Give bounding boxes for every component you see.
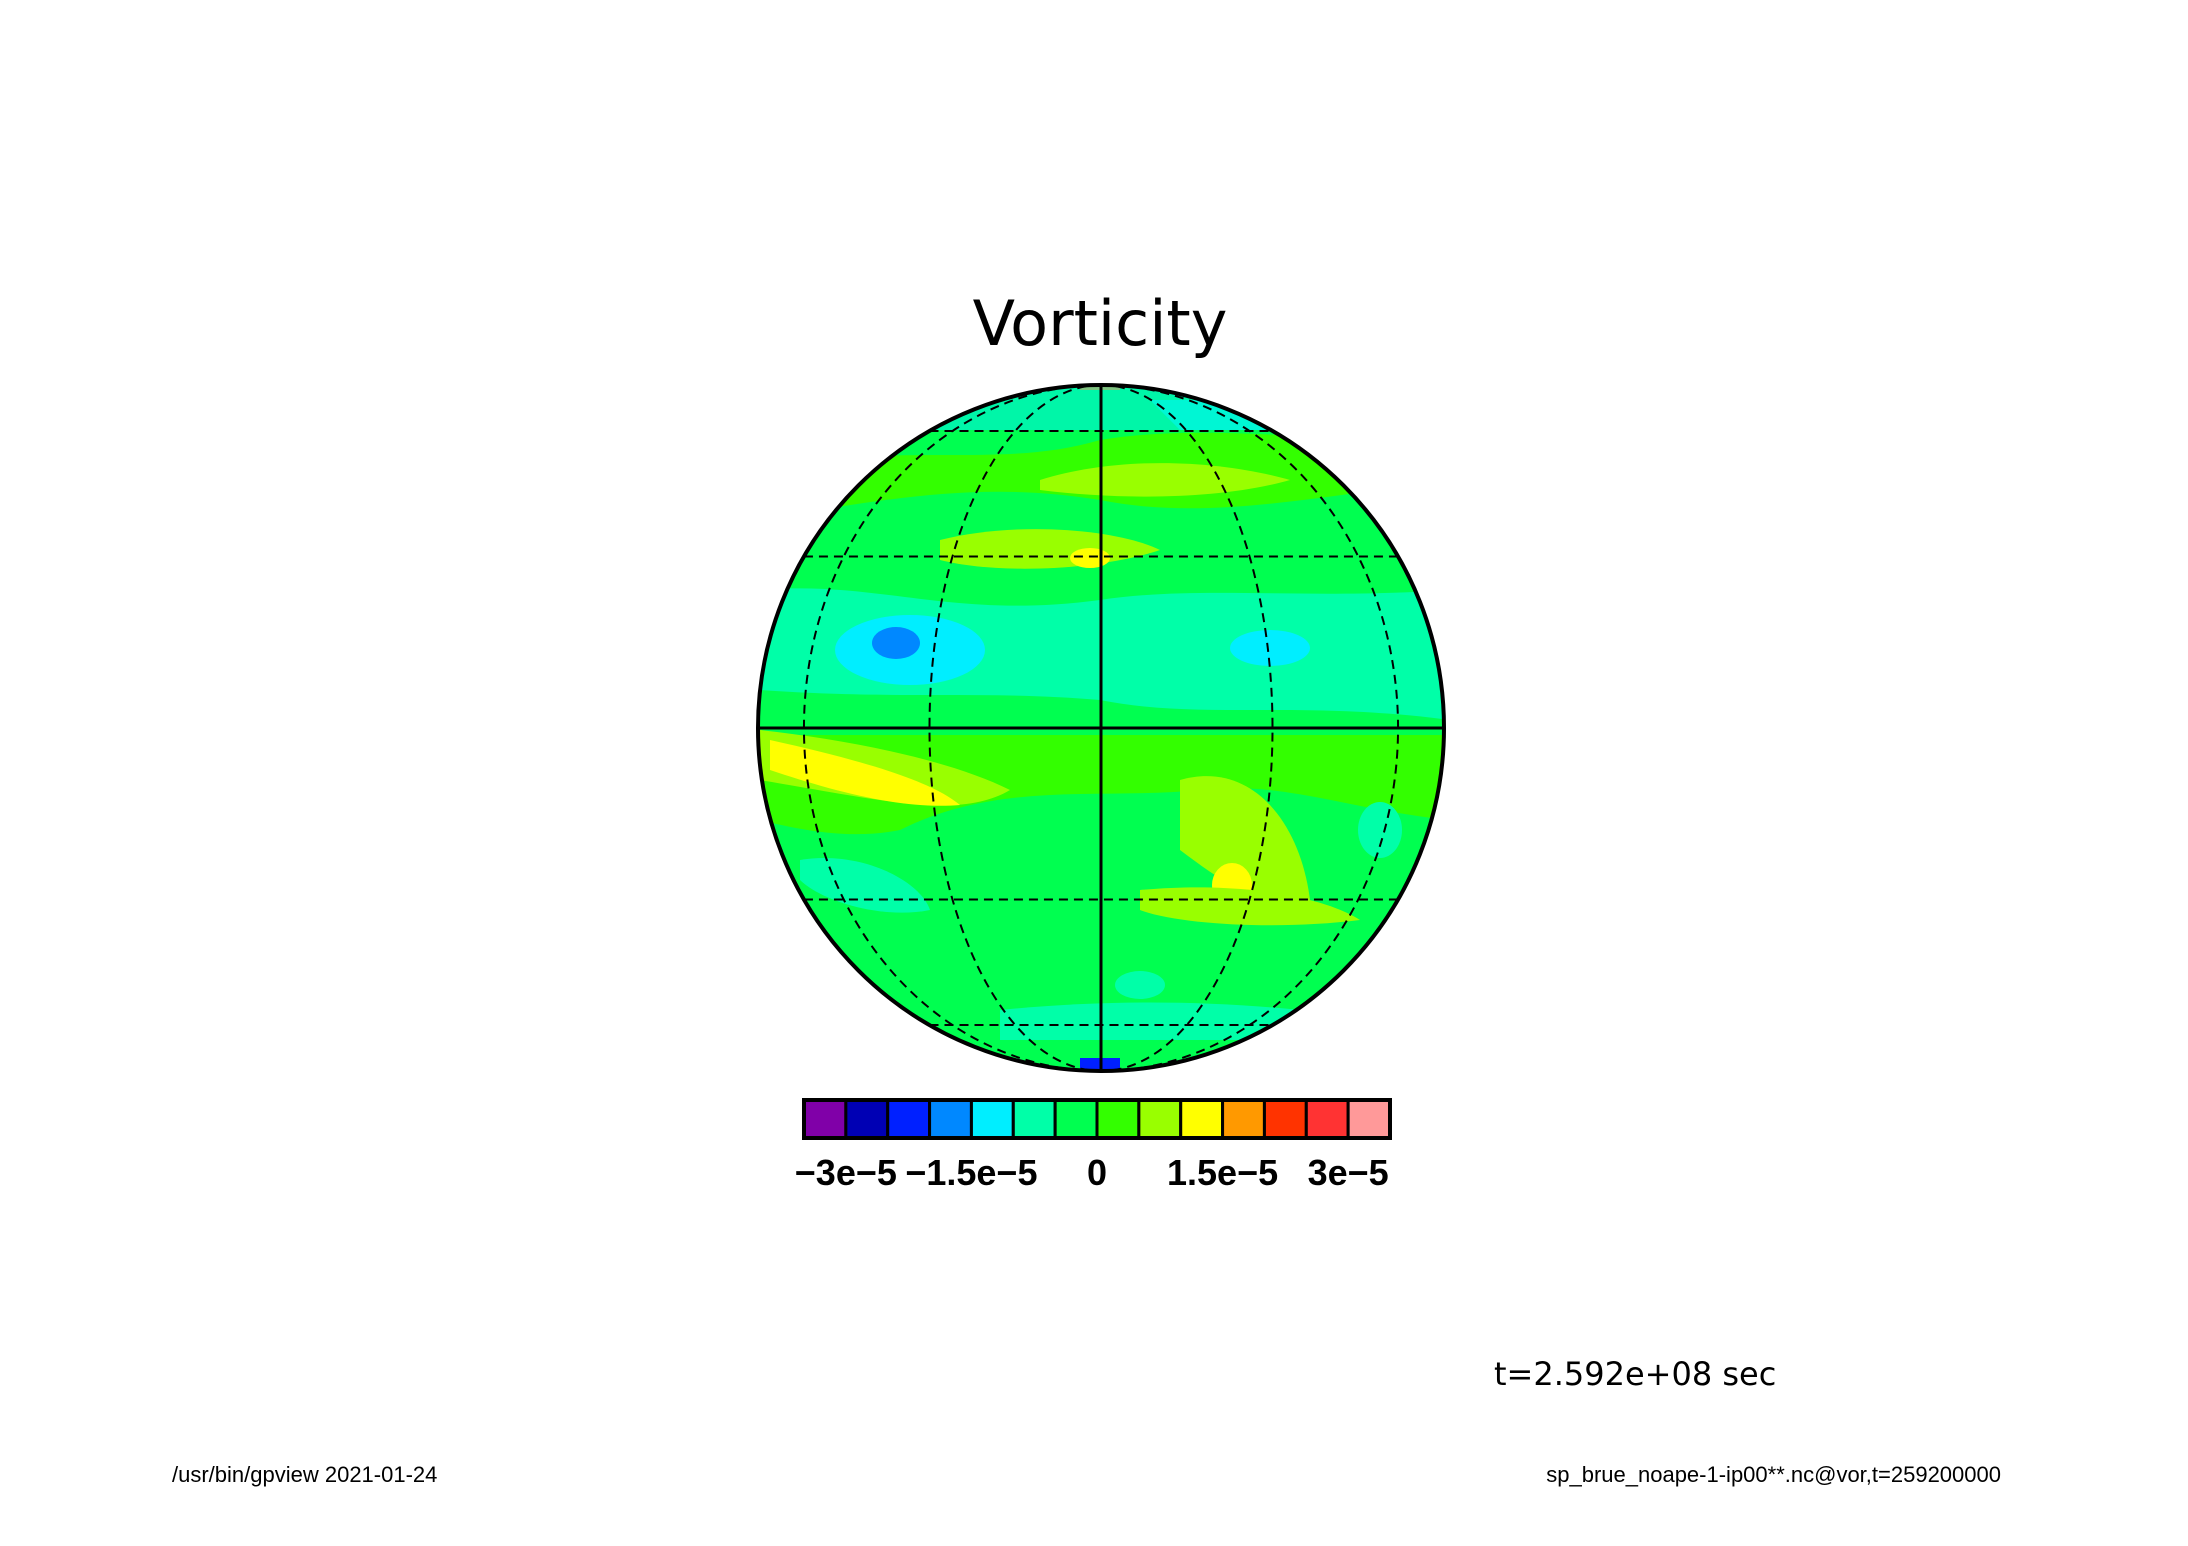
colorbar-swatch xyxy=(1011,1098,1057,1140)
colorbar-swatch xyxy=(1221,1098,1266,1140)
field-region xyxy=(1180,776,1310,902)
meridian-line xyxy=(1100,384,1274,1072)
colorbar-swatch xyxy=(928,1098,973,1140)
program-label: /usr/bin/gpview 2021-01-24 xyxy=(172,1462,437,1487)
colorbar: −3e−5 −1.5e−5 0 1.5e−5 3e−5 xyxy=(795,1098,1392,1193)
colorbar-swatch xyxy=(1179,1098,1225,1140)
colorbar-tick-label: 3e−5 xyxy=(1308,1152,1389,1193)
colorbar-frame xyxy=(802,1098,1392,1140)
time-label: t=2.592e+08 sec xyxy=(1494,1355,1776,1393)
colorbar-swatch xyxy=(886,1098,932,1140)
field-region xyxy=(770,740,960,806)
colorbar-swatch xyxy=(1053,1098,1099,1140)
source-label: sp_brue_noape-1-ip00**.nc@vor,t=25920000… xyxy=(1546,1462,2001,1487)
field-region xyxy=(760,730,1010,806)
field-region xyxy=(1000,1002,1300,1040)
colorbar-tick-label: −1.5e−5 xyxy=(905,1152,1037,1193)
field-region xyxy=(1358,802,1402,858)
colorbar-tick-label: 1.5e−5 xyxy=(1167,1152,1278,1193)
field-region xyxy=(1070,548,1110,568)
colorbar-tick-label: −3e−5 xyxy=(795,1152,897,1193)
field-region xyxy=(1230,630,1310,666)
field-region xyxy=(1115,971,1165,999)
colorbar-swatch xyxy=(1346,1098,1392,1140)
colorbar-swatch xyxy=(1304,1098,1350,1140)
field-region xyxy=(760,735,1444,835)
globe-outline xyxy=(756,383,1446,1073)
colorbar-swatch xyxy=(844,1098,890,1140)
colorbar-tick-label: 0 xyxy=(1087,1152,1107,1193)
colorbar-swatch xyxy=(969,1098,1015,1140)
field-region xyxy=(1140,887,1360,926)
colorbar-swatch xyxy=(1262,1098,1308,1140)
colorbar-swatch xyxy=(802,1098,848,1140)
colorbar-swatch xyxy=(1095,1098,1141,1140)
chart-title: Vorticity xyxy=(973,287,1228,360)
colorbar-swatch xyxy=(1137,1098,1183,1140)
graticule xyxy=(758,384,1444,1072)
meridian-line xyxy=(928,384,1102,1072)
field-region xyxy=(872,627,920,659)
